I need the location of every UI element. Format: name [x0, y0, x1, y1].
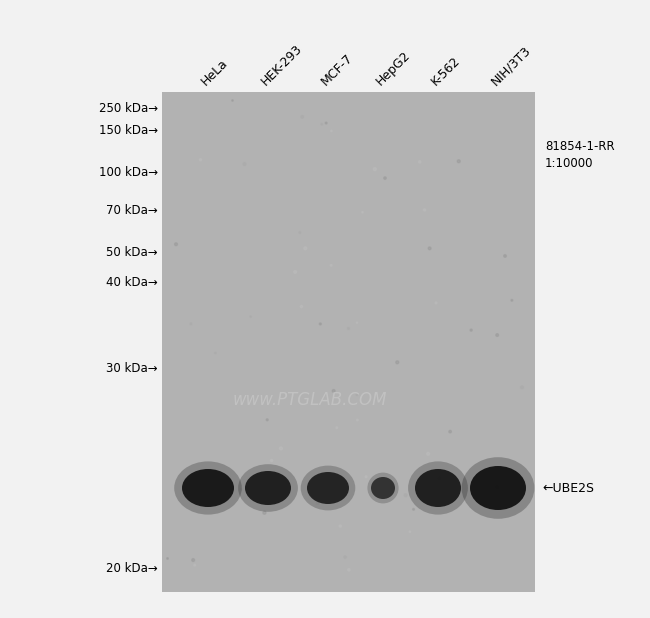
Point — [239, 159, 250, 169]
Point — [210, 348, 220, 358]
Ellipse shape — [415, 469, 461, 507]
Ellipse shape — [301, 465, 356, 510]
Point — [259, 508, 270, 518]
Point — [246, 311, 256, 321]
Point — [195, 155, 205, 165]
Text: 50 kDa→: 50 kDa→ — [107, 245, 158, 258]
Point — [423, 449, 434, 459]
Point — [162, 554, 173, 564]
Text: HeLa: HeLa — [199, 56, 231, 88]
Point — [400, 490, 411, 500]
Point — [328, 386, 339, 396]
Point — [294, 227, 305, 237]
Point — [466, 325, 476, 335]
Point — [297, 112, 307, 122]
Point — [419, 205, 430, 215]
Point — [454, 156, 464, 166]
Point — [392, 357, 402, 367]
Point — [190, 561, 200, 570]
Point — [236, 485, 246, 494]
Point — [517, 383, 527, 392]
Ellipse shape — [408, 462, 468, 515]
Text: 150 kDa→: 150 kDa→ — [99, 124, 158, 137]
Ellipse shape — [307, 472, 349, 504]
Point — [441, 483, 451, 493]
Point — [313, 498, 323, 508]
Text: K-562: K-562 — [429, 54, 463, 88]
Point — [296, 302, 307, 311]
Text: www.PTGLAB.COM: www.PTGLAB.COM — [233, 391, 387, 409]
Point — [326, 126, 337, 136]
Point — [408, 504, 419, 514]
Point — [266, 455, 277, 465]
Ellipse shape — [462, 457, 534, 519]
Point — [312, 494, 322, 504]
Text: ←UBE2S: ←UBE2S — [542, 481, 594, 494]
Ellipse shape — [367, 473, 398, 504]
Point — [352, 390, 362, 400]
Text: HEK-293: HEK-293 — [259, 42, 305, 88]
Point — [186, 319, 196, 329]
Point — [315, 319, 326, 329]
Text: 250 kDa→: 250 kDa→ — [99, 101, 158, 114]
Text: 20 kDa→: 20 kDa→ — [106, 562, 158, 575]
Bar — [162, 92, 535, 592]
Point — [344, 565, 354, 575]
Point — [332, 423, 342, 433]
Ellipse shape — [174, 462, 242, 515]
Point — [326, 260, 336, 270]
Text: MCF-7: MCF-7 — [318, 51, 356, 88]
Point — [335, 521, 346, 531]
Point — [321, 118, 332, 128]
Text: NIH/3T3: NIH/3T3 — [489, 43, 534, 88]
Point — [188, 555, 198, 565]
Point — [492, 482, 502, 492]
Point — [492, 330, 502, 340]
Ellipse shape — [245, 471, 291, 505]
Point — [415, 157, 425, 167]
Point — [507, 295, 517, 305]
Point — [276, 444, 286, 454]
Ellipse shape — [182, 469, 234, 507]
Text: 40 kDa→: 40 kDa→ — [106, 276, 158, 289]
Point — [361, 472, 371, 481]
Text: 100 kDa→: 100 kDa→ — [99, 166, 158, 179]
Point — [445, 426, 455, 436]
Point — [262, 415, 272, 425]
Point — [290, 267, 300, 277]
Point — [370, 164, 380, 174]
Text: 81854-1-RR
1:10000: 81854-1-RR 1:10000 — [545, 140, 615, 170]
Point — [300, 243, 311, 253]
Text: 30 kDa→: 30 kDa→ — [107, 362, 158, 375]
Point — [434, 473, 445, 483]
Point — [227, 96, 238, 106]
Point — [340, 552, 350, 562]
Text: 70 kDa→: 70 kDa→ — [106, 203, 158, 216]
Point — [343, 323, 354, 333]
Text: HepG2: HepG2 — [374, 49, 413, 88]
Point — [358, 207, 368, 217]
Point — [352, 318, 362, 328]
Ellipse shape — [238, 464, 298, 512]
Point — [380, 173, 390, 183]
Point — [500, 251, 510, 261]
Point — [431, 298, 441, 308]
Ellipse shape — [470, 466, 526, 510]
Point — [317, 119, 327, 129]
Point — [405, 527, 415, 536]
Point — [491, 465, 501, 475]
Point — [424, 243, 435, 253]
Point — [352, 415, 363, 425]
Ellipse shape — [371, 477, 395, 499]
Point — [171, 239, 181, 249]
